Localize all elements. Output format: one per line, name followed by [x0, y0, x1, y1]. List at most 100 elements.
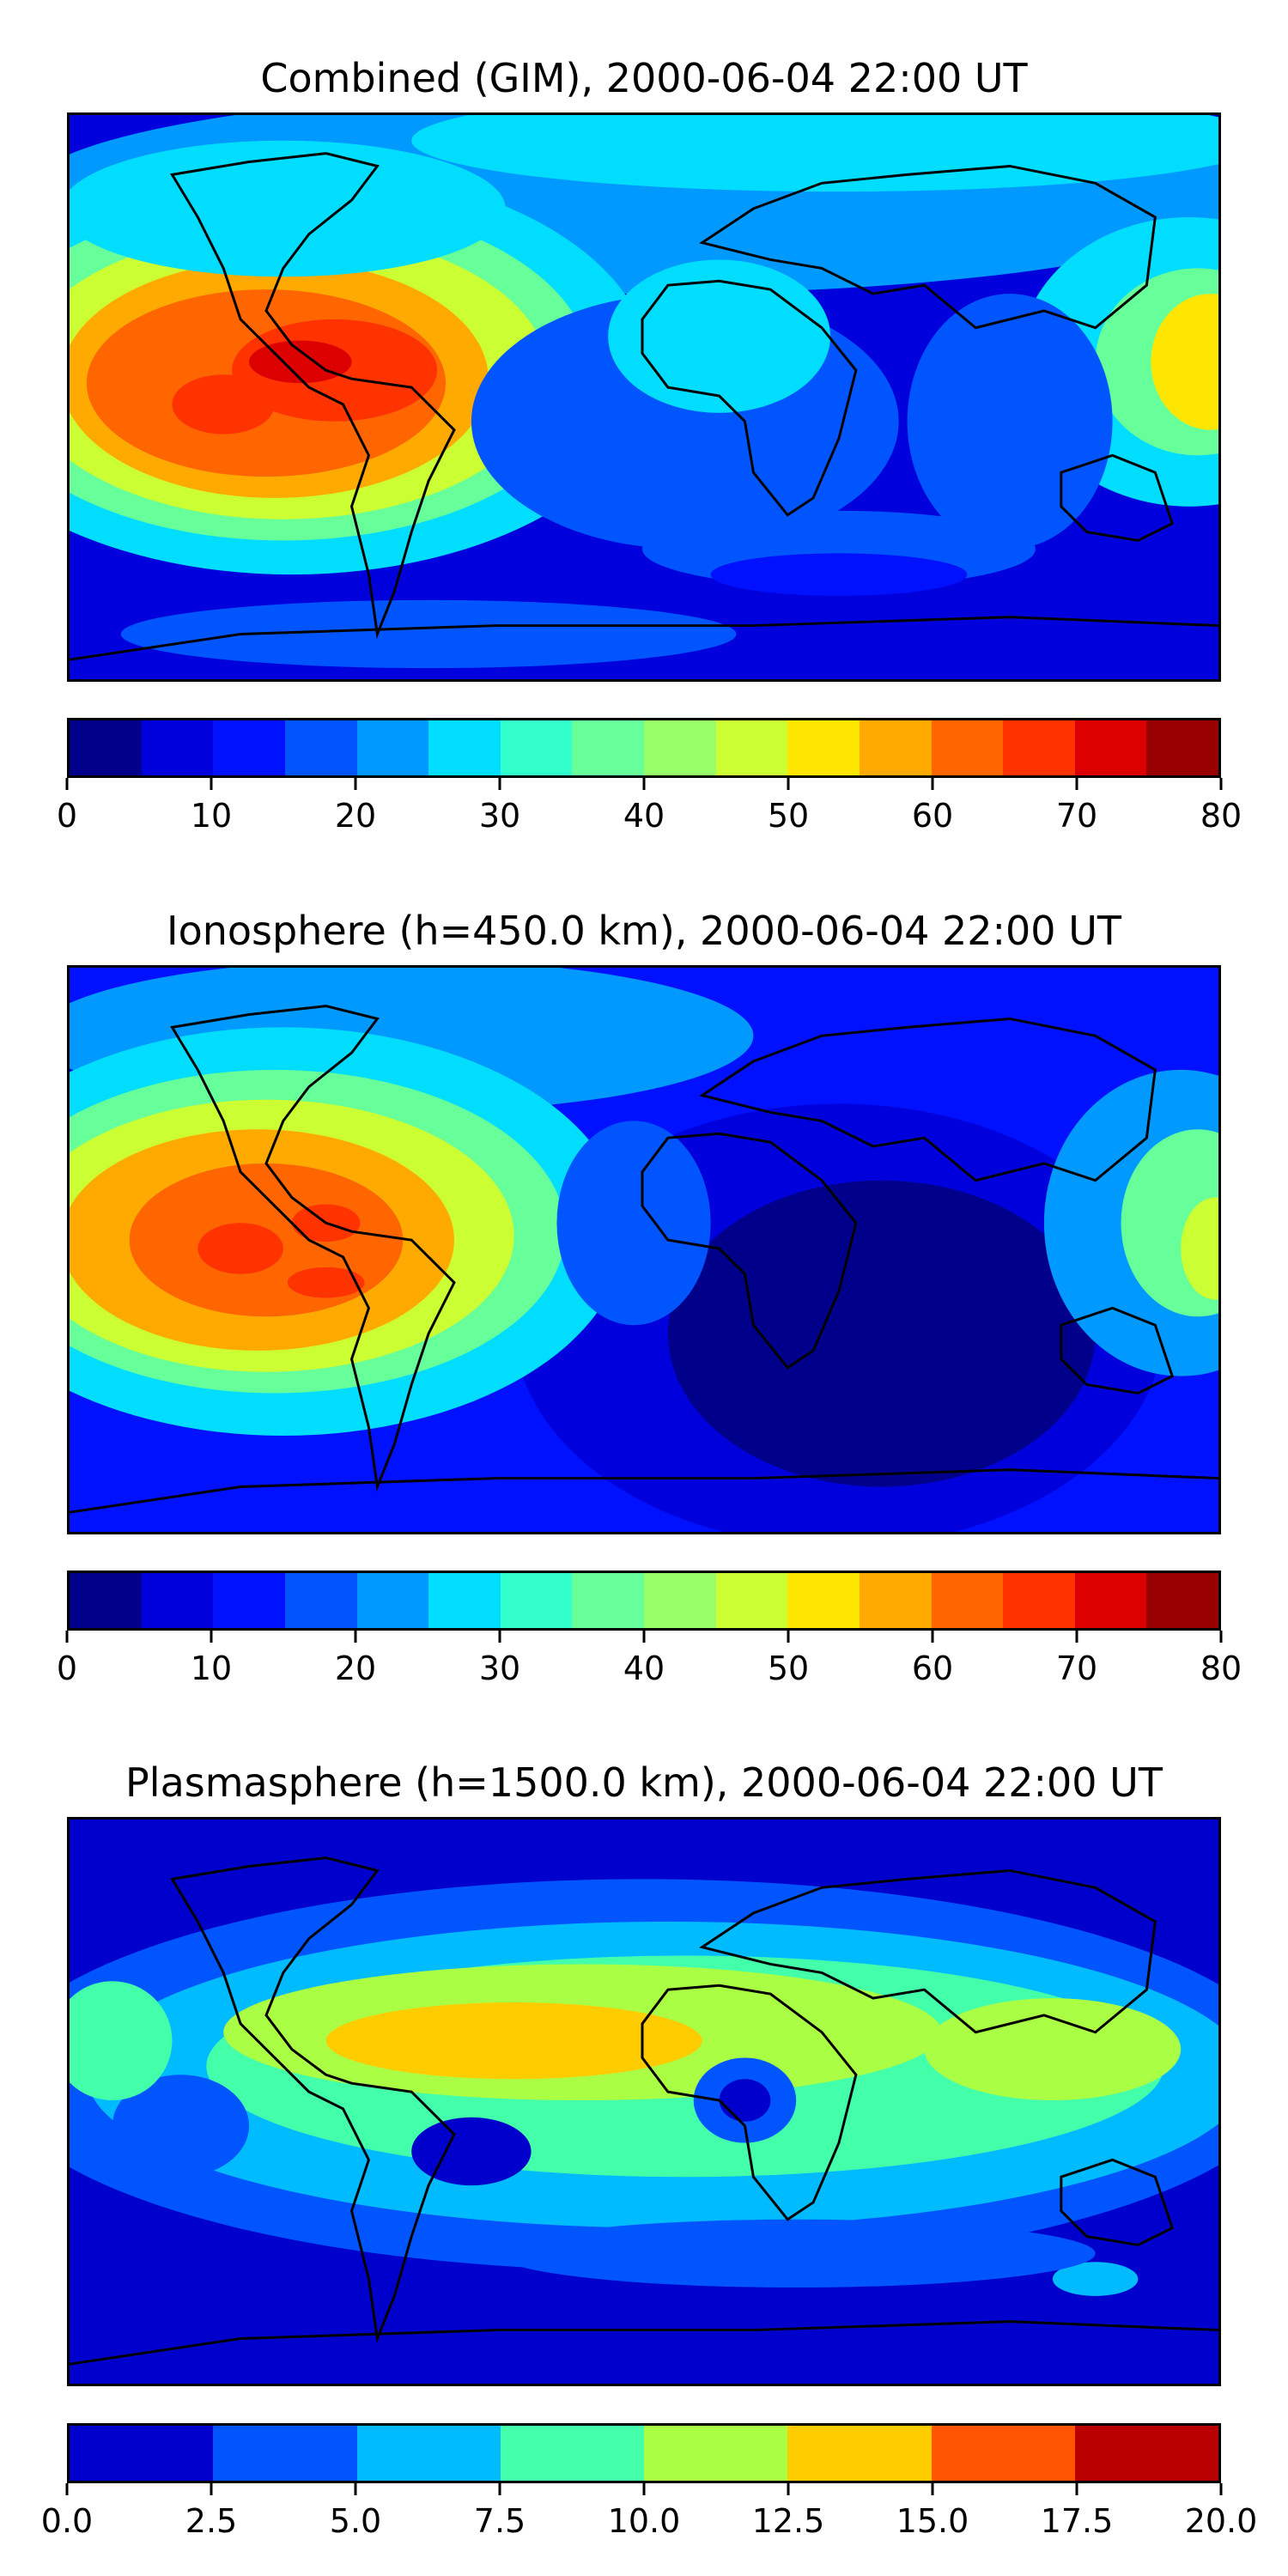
colorbar-tick-mark	[787, 778, 790, 790]
colorbar-segment	[1003, 1573, 1075, 1628]
colorbar-tick-label: 20	[334, 1649, 377, 1687]
colorbar-tick-mark	[931, 2483, 934, 2495]
colorbar-tick-label: 5.0	[329, 2502, 382, 2540]
colorbar-tick-mark	[931, 778, 934, 790]
colorbar-segment	[715, 1573, 788, 1628]
colorbar-tick-mark	[354, 2483, 357, 2495]
map-plasmasphere	[67, 1817, 1221, 2386]
colorbar-tick-mark	[1219, 2483, 1223, 2495]
colorbar-segment	[356, 1573, 429, 1628]
colorbar-tick-mark	[1219, 778, 1223, 790]
colorbar-tick-mark	[498, 778, 501, 790]
colorbar-tick-mark	[65, 1631, 69, 1643]
colorbar-tick-label: 10.0	[607, 2502, 681, 2540]
panel-title-ionosphere: Ionosphere (h=450.0 km), 2000-06-04 22:0…	[167, 908, 1121, 954]
colorbar-tick-label: 80	[1200, 797, 1242, 835]
colorbar-combined	[67, 718, 1221, 778]
colorbar-tick-label: 60	[911, 1649, 954, 1687]
colorbar-segment	[500, 1573, 573, 1628]
map-ionosphere	[67, 965, 1221, 1534]
colorbar-tick-mark	[1075, 778, 1078, 790]
colorbar-segment	[931, 1573, 1004, 1628]
colorbar-tick-label: 2.5	[185, 2502, 238, 2540]
colorbar-tick-label: 0	[56, 1649, 78, 1687]
colorbar-segment	[859, 1573, 932, 1628]
colorbar-tick-mark	[210, 2483, 213, 2495]
colorbar-tick-label: 40	[623, 1649, 665, 1687]
colorbar-tick-mark	[65, 778, 69, 790]
colorbar-tick-mark	[787, 1631, 790, 1643]
colorbar-segment	[931, 720, 1004, 775]
colorbar-tick-mark	[354, 1631, 357, 1643]
colorbar-ticks-ionosphere: 0 10 20 30 40 50 60 70 80	[57, 1631, 1242, 1687]
colorbar-tick-mark	[1219, 1631, 1223, 1643]
colorbar-segment	[428, 1573, 501, 1628]
colorbar-segment	[213, 1573, 285, 1628]
colorbar-ionosphere	[67, 1571, 1221, 1631]
ionosphere-map-svg	[70, 968, 1218, 1532]
colorbar-segment	[428, 720, 501, 775]
colorbar-tick-mark	[354, 778, 357, 790]
colorbar-segment	[141, 1573, 214, 1628]
colorbar-segment	[1003, 720, 1075, 775]
colorbar-tick-label: 50	[767, 1649, 810, 1687]
colorbar-segment	[572, 1573, 644, 1628]
colorbar-segment	[787, 720, 860, 775]
colorbar-segment	[1074, 2426, 1218, 2481]
colorbar-segment	[500, 2426, 644, 2481]
colorbar-tick-label: 80	[1200, 1649, 1242, 1687]
colorbar-tick-mark	[498, 1631, 501, 1643]
plasmasphere-map-svg	[70, 1820, 1218, 2384]
colorbar-segment	[70, 2426, 214, 2481]
colorbar-segment	[1074, 720, 1147, 775]
colorbar-tick-mark	[642, 778, 646, 790]
colorbar-segment	[284, 720, 357, 775]
colorbar-tick-mark	[210, 1631, 213, 1643]
colorbar-tick-label: 10	[190, 1649, 233, 1687]
colorbar-tick-mark	[787, 2483, 790, 2495]
colorbar-segment	[644, 720, 716, 775]
colorbar-tick-label: 40	[623, 797, 665, 835]
colorbar-segment	[715, 720, 788, 775]
colorbar-tick-label: 15.0	[896, 2502, 969, 2540]
colorbar-tick-label: 70	[1055, 1649, 1098, 1687]
colorbar-tick-label: 20.0	[1184, 2502, 1258, 2540]
colorbar-tick-label: 30	[478, 1649, 521, 1687]
colorbar-tick-label: 7.5	[473, 2502, 526, 2540]
colorbar-tick-mark	[498, 2483, 501, 2495]
combined-map-svg	[70, 115, 1218, 679]
colorbar-tick-mark	[642, 2483, 646, 2495]
colorbar-tick-label: 20	[334, 797, 377, 835]
colorbar-tick-mark	[1075, 2483, 1078, 2495]
colorbar-ticks-plasmasphere: 0.0 2.5 5.0 7.5 10.0 12.5 15.0 17.5 20.0	[41, 2483, 1257, 2540]
colorbar-tick-mark	[210, 778, 213, 790]
colorbar-tick-mark	[931, 1631, 934, 1643]
colorbar-tick-label: 30	[478, 797, 521, 835]
colorbar-tick-mark	[65, 2483, 69, 2495]
colorbar-segment	[141, 720, 214, 775]
colorbar-segment	[356, 720, 429, 775]
colorbar-segment	[572, 720, 644, 775]
colorbar-segment	[356, 2426, 501, 2481]
colorbar-segment	[284, 1573, 357, 1628]
colorbar-ticks-combined: 0 10 20 30 40 50 60 70 80	[57, 778, 1242, 835]
colorbar-segment	[213, 720, 285, 775]
colorbar-tick-label: 10	[190, 797, 233, 835]
colorbar-segment	[70, 1573, 142, 1628]
colorbar-tick-label: 0.0	[40, 2502, 94, 2540]
colorbar-segment	[787, 1573, 860, 1628]
colorbar-tick-label: 70	[1055, 797, 1098, 835]
colorbar-tick-label: 60	[911, 797, 954, 835]
colorbar-segment	[500, 720, 573, 775]
colorbar-tick-mark	[1075, 1631, 1078, 1643]
colorbar-tick-label: 17.5	[1040, 2502, 1114, 2540]
colorbar-segment	[213, 2426, 357, 2481]
colorbar-segment	[859, 720, 932, 775]
colorbar-segment	[644, 1573, 716, 1628]
panel-title-combined: Combined (GIM), 2000-06-04 22:00 UT	[260, 55, 1028, 101]
map-combined	[67, 112, 1221, 682]
colorbar-tick-mark	[642, 1631, 646, 1643]
colorbar-segment	[644, 2426, 788, 2481]
colorbar-segment	[787, 2426, 932, 2481]
colorbar-tick-label: 12.5	[751, 2502, 825, 2540]
